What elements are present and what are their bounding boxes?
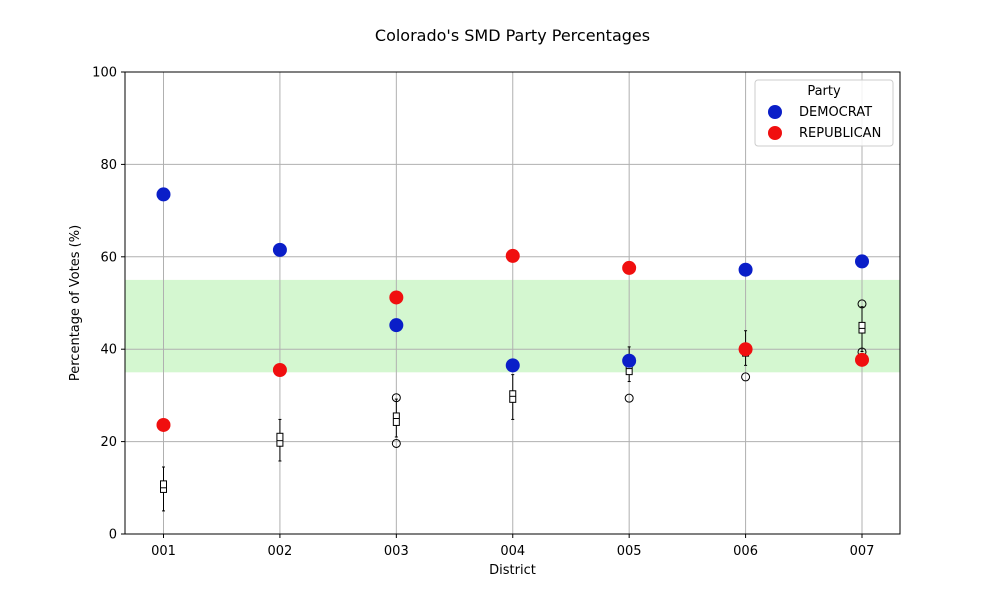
republican-point bbox=[156, 417, 171, 432]
democrat-point bbox=[156, 187, 171, 202]
legend-marker-republican bbox=[768, 126, 782, 140]
y-tick-label: 60 bbox=[100, 250, 117, 265]
boxplot-flier bbox=[624, 393, 634, 403]
legend-frame bbox=[754, 79, 894, 147]
republican-point bbox=[738, 342, 753, 357]
x-tick-label: 003 bbox=[384, 544, 409, 559]
legend: Party DEMOCRAT REPUBLICAN bbox=[754, 79, 894, 147]
legend-label-democrat: DEMOCRAT bbox=[799, 105, 872, 120]
x-tick-label: 002 bbox=[268, 544, 293, 559]
democrat-point bbox=[389, 318, 404, 333]
legend-marker-democrat bbox=[768, 105, 782, 119]
republican-point bbox=[505, 248, 520, 263]
x-tick-label: 007 bbox=[850, 544, 875, 559]
y-axis-label: Percentage of Votes (%) bbox=[68, 225, 83, 381]
boxplot-box bbox=[276, 432, 284, 447]
boxplot-box bbox=[858, 321, 866, 334]
y-tick-label: 100 bbox=[92, 66, 117, 81]
y-tick-label: 20 bbox=[100, 435, 117, 450]
boxplot-flier bbox=[857, 299, 867, 309]
republican-point bbox=[855, 352, 869, 367]
republican-point bbox=[389, 290, 404, 305]
boxplot-flier bbox=[391, 438, 401, 448]
x-axis-label: District bbox=[489, 563, 536, 578]
x-tick-label: 006 bbox=[733, 544, 758, 559]
democrat-point bbox=[505, 358, 520, 373]
y-tick-label: 80 bbox=[100, 158, 117, 173]
boxplot-flier bbox=[391, 393, 401, 403]
chart-title: Colorado's SMD Party Percentages bbox=[375, 26, 650, 45]
democrat-point bbox=[622, 353, 637, 368]
y-tick-label: 0 bbox=[109, 528, 117, 543]
republican-point bbox=[272, 362, 287, 377]
y-tick-label: 40 bbox=[100, 343, 117, 358]
legend-title: Party bbox=[807, 84, 841, 99]
democrat-point bbox=[272, 242, 287, 257]
plot-area: 0 20 40 60 80 100 001 002 003 004 005 006 007 bbox=[92, 66, 901, 559]
legend-label-republican: REPUBLICAN bbox=[799, 126, 881, 141]
x-tick-label: 001 bbox=[151, 544, 176, 559]
x-tick-label: 005 bbox=[617, 544, 642, 559]
boxplot-box bbox=[392, 412, 400, 426]
democrat-point bbox=[738, 262, 753, 277]
x-tick-label: 004 bbox=[500, 544, 525, 559]
boxplot-flier bbox=[741, 372, 751, 382]
democrat-point bbox=[855, 254, 869, 269]
boxplot-box bbox=[160, 480, 167, 493]
republican-point bbox=[622, 260, 637, 275]
